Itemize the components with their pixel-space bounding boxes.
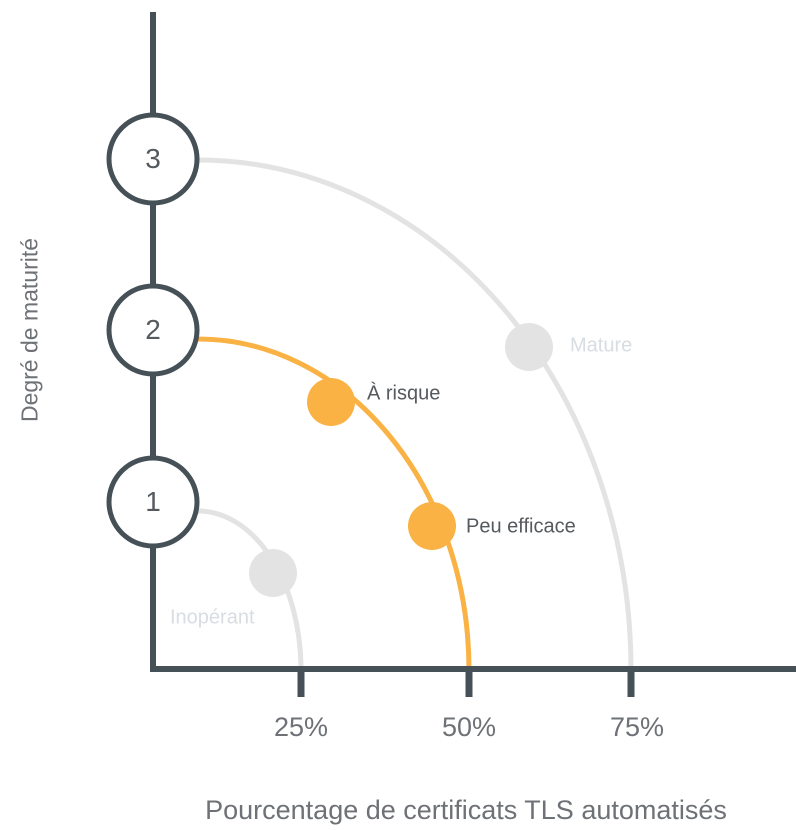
point-a-risque [307, 378, 355, 426]
level-circle-1 [106, 455, 200, 549]
point-label-mature: Mature [570, 334, 633, 357]
point-inoperant [249, 549, 297, 597]
arc-level-3 [197, 157, 634, 671]
point-label-a-risque: À risque [367, 382, 441, 405]
x-tick-label-50: 50% [441, 712, 497, 742]
arc-level-2 [197, 336, 472, 671]
point-label-inoperant: Inopérant [170, 606, 255, 629]
level-number-2: 2 [145, 314, 161, 345]
level-circle-2 [106, 283, 200, 377]
point-peu-efficace [408, 502, 456, 550]
point-mature [505, 323, 553, 371]
level-number-3: 3 [145, 143, 161, 174]
y-axis-label: Degré de maturité [16, 237, 43, 423]
level-number-1: 1 [145, 486, 161, 517]
level-circle-3 [106, 112, 200, 206]
x-tick-label-75: 75% [609, 712, 665, 742]
point-label-peu-efficace: Peu efficace [466, 515, 576, 538]
x-tick-label-25: 25% [273, 712, 329, 742]
x-axis-label: Pourcentage de certificats TLS automatis… [205, 795, 727, 825]
